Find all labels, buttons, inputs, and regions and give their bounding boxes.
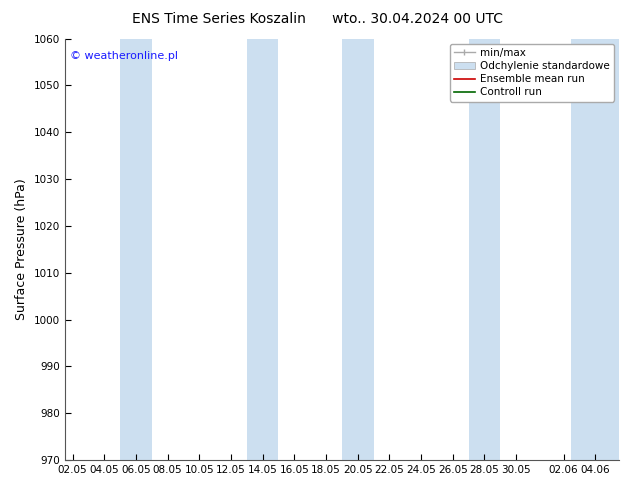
Y-axis label: Surface Pressure (hPa): Surface Pressure (hPa) (15, 178, 28, 320)
Bar (342, 39, 373, 460)
Bar (120, 39, 152, 460)
Bar (571, 39, 619, 460)
Bar (469, 39, 500, 460)
Text: © weatheronline.pl: © weatheronline.pl (70, 51, 178, 61)
Legend: min/max, Odchylenie standardowe, Ensemble mean run, Controll run: min/max, Odchylenie standardowe, Ensembl… (450, 44, 614, 101)
Text: ENS Time Series Koszalin      wto.. 30.04.2024 00 UTC: ENS Time Series Koszalin wto.. 30.04.202… (131, 12, 503, 26)
Bar (247, 39, 278, 460)
